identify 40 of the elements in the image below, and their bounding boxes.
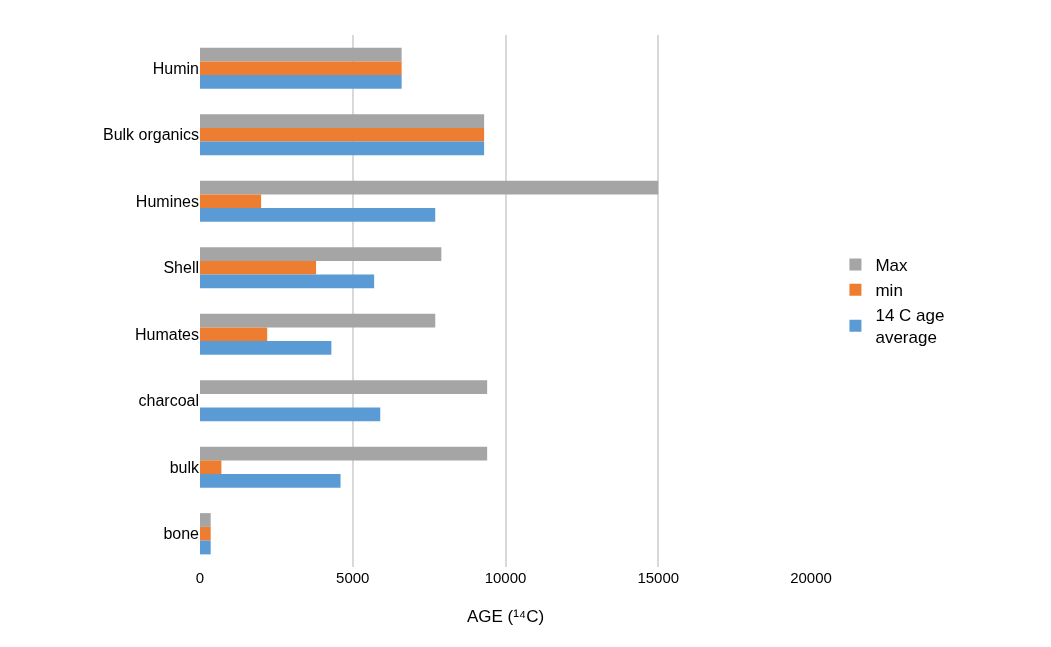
bar [200, 513, 211, 527]
y-tick-label: bone [163, 525, 200, 543]
bar [200, 61, 402, 76]
x-tick-label: 20000 [790, 569, 832, 586]
y-tick-label: bulk [169, 458, 200, 476]
bar [200, 274, 375, 289]
bar [200, 341, 332, 355]
bar [200, 407, 381, 422]
bar [200, 313, 436, 328]
bar [200, 460, 222, 475]
bar [200, 260, 317, 275]
x-tick-label: 10000 [484, 569, 527, 586]
legend-label: Max [875, 256, 909, 276]
y-tick-label: Humates [134, 325, 199, 343]
bar [200, 208, 436, 222]
bar [200, 114, 485, 128]
bar [200, 47, 402, 62]
legend-label: min [875, 281, 903, 301]
y-tick-label: Shell [163, 259, 199, 277]
y-tick-label: charcoal [138, 392, 199, 410]
legend-label: 14 C age average [875, 306, 945, 348]
y-tick-label: Bulk organics [102, 126, 199, 144]
bar [200, 75, 402, 89]
bar [200, 327, 268, 342]
bar [200, 380, 488, 394]
x-axis-title: AGE (¹⁴C) [466, 607, 545, 627]
bar [200, 540, 211, 555]
y-tick-label: Humines [135, 192, 199, 210]
bar [200, 247, 442, 261]
y-tick-label: Humin [152, 59, 199, 77]
x-tick-label: 5000 [336, 569, 370, 586]
bar [200, 141, 485, 156]
x-tick-label: 15000 [637, 569, 680, 586]
bar [200, 127, 485, 142]
bar [200, 180, 659, 195]
bar [200, 474, 341, 488]
bar [200, 526, 211, 541]
bar [200, 194, 262, 209]
x-tick-label: 0 [195, 569, 205, 586]
bar [200, 446, 488, 461]
